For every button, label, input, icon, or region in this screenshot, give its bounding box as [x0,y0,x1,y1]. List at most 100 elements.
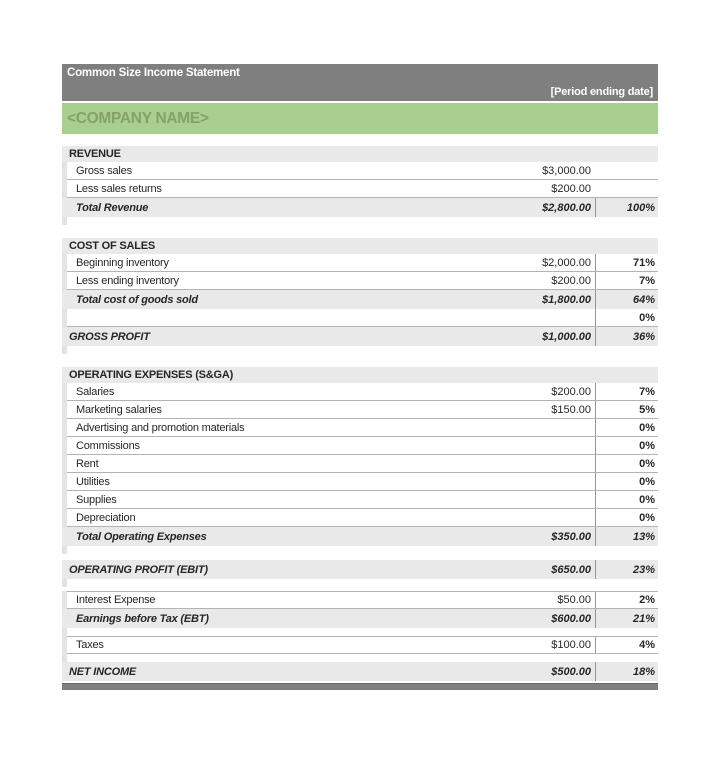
cell-amount: $200.00 [551,274,591,287]
cell-label: Gross sales [76,164,132,177]
cell-label: Total Operating Expenses [76,530,207,543]
cell-percent [595,180,658,197]
cell-percent: 7% [595,383,658,400]
cell-amount: $200.00 [551,182,591,195]
company-name-field[interactable]: <COMPANY NAME> [67,109,209,127]
row-gutter [62,309,67,327]
row-gross-profit: GROSS PROFIT $1,000.00 36% [62,327,658,346]
cell-percent: 0% [595,419,658,436]
cell-label: GROSS PROFIT [69,330,150,343]
company-name-band: <COMPANY NAME> [62,103,658,134]
title-bar: Common Size Income Statement [Period end… [62,64,658,101]
row-gutter [62,609,67,628]
cell-label: Taxes [76,639,104,651]
row-beginning-inventory: Beginning inventory $2,000.00 71% [62,254,658,272]
period-ending-field[interactable]: [Period ending date] [550,86,654,98]
row-total-operating-expenses: Total Operating Expenses $350.00 13% [62,527,658,546]
row-marketing-salaries: Marketing salaries $150.00 5% [62,401,658,419]
row-interest-expense: Interest Expense $50.00 2% [62,591,658,609]
row-gutter [62,162,67,180]
cell-label: Supplies [76,493,117,506]
row-gutter [62,591,67,609]
row-gutter [62,272,67,290]
row-operating-profit-ebit: OPERATING PROFIT (EBIT) $650.00 23% [62,560,658,579]
cell-percent: 13% [595,527,658,546]
cell-amount: $50.00 [557,594,591,606]
row-gutter [62,383,67,401]
cell-percent: 0% [595,509,658,526]
cell-percent: 0% [595,437,658,454]
cell-amount: $500.00 [551,665,591,678]
row-net-income: NET INCOME $500.00 18% [62,662,658,681]
row-advertising: Advertising and promotion materials 0% [62,419,658,437]
cell-label: Advertising and promotion materials [76,421,245,434]
cell-label: Rent [76,457,99,470]
row-rent: Rent 0% [62,455,658,473]
section-title: COST OF SALES [69,240,156,252]
cell-amount: $1,800.00 [542,293,591,306]
cell-label: OPERATING PROFIT (EBIT) [69,563,208,576]
row-supplies: Supplies 0% [62,491,658,509]
cell-percent: 100% [595,198,658,217]
row-gutter [62,527,67,546]
cell-percent: 7% [595,272,658,289]
cell-amount: $2,800.00 [542,201,591,214]
cell-amount: $1,000.00 [542,330,591,343]
row-gutter [62,636,67,654]
cell-percent: 0% [595,491,658,508]
row-gutter [62,180,67,198]
row-depreciation: Depreciation 0% [62,509,658,527]
section-header-revenue: REVENUE [62,146,658,162]
row-blank-cost-of-sales: 0% [62,309,658,327]
row-gutter [62,254,67,272]
cell-amount: $200.00 [551,385,591,398]
statement-page: Common Size Income Statement [Period end… [62,0,658,690]
row-salaries: Salaries $200.00 7% [62,383,658,401]
gutter-tail [62,654,67,662]
section-title: REVENUE [69,148,121,160]
section-title: OPERATING EXPENSES (S&GA) [69,369,234,381]
row-gutter [62,327,67,346]
cell-percent: 36% [595,327,658,346]
cell-label: Commissions [76,439,140,452]
gutter-tail [62,579,67,587]
cell-percent: 0% [595,473,658,490]
row-gutter [62,290,67,309]
cell-label: NET INCOME [69,665,137,678]
section-header-cost-of-sales: COST OF SALES [62,238,658,254]
row-less-sales-returns: Less sales returns $200.00 [62,180,658,198]
row-commissions: Commissions 0% [62,437,658,455]
cell-amount: $150.00 [551,403,591,416]
cell-percent: 2% [595,592,658,608]
cell-percent: 23% [595,560,658,579]
row-gutter [62,238,67,254]
cell-label: Beginning inventory [76,256,169,269]
row-gutter [62,419,67,437]
row-utilities: Utilities 0% [62,473,658,491]
cell-label: Marketing salaries [76,403,162,416]
row-earnings-before-tax: Earnings before Tax (EBT) $600.00 21% [62,609,658,628]
section-header-operating-expenses: OPERATING EXPENSES (S&GA) [62,367,658,383]
cell-label: Total Revenue [76,201,149,214]
row-taxes: Taxes $100.00 4% [62,636,658,654]
cell-label: Utilities [76,475,110,488]
cell-percent: 5% [595,401,658,418]
cell-percent [595,162,658,179]
cell-amount: $3,000.00 [542,164,591,177]
gutter-tail [62,546,67,554]
cell-amount: $600.00 [551,612,591,625]
cell-label: Salaries [76,385,115,398]
row-gutter [62,662,67,681]
row-gutter [62,437,67,455]
row-gutter [62,560,67,579]
cell-amount: $100.00 [551,639,591,651]
cell-amount: $2,000.00 [542,256,591,269]
cell-percent: 71% [595,254,658,271]
cell-label: Total cost of goods sold [76,293,198,306]
row-gutter [62,367,67,383]
gutter-tail [62,628,67,636]
row-gross-sales: Gross sales $3,000.00 [62,162,658,180]
cell-amount: $350.00 [551,530,591,543]
row-gutter [62,198,67,217]
cell-label: Less sales returns [76,182,162,195]
